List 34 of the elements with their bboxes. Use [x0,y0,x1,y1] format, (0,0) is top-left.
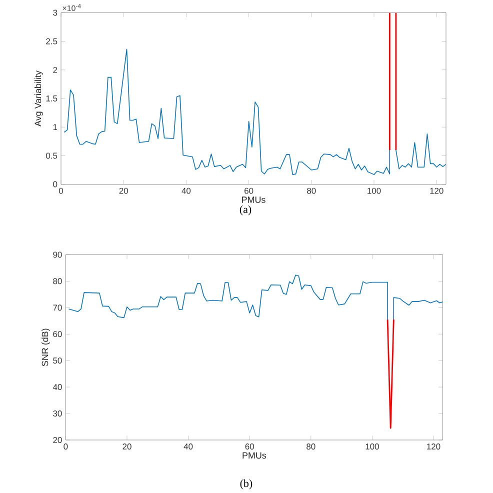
y-tick-label: 1.5 [46,96,58,102]
y-tick-label: 20 [53,437,62,444]
y-tick-label: 40 [52,384,62,390]
x-tick-label: 0 [64,444,68,450]
x-tick-label: 100 [366,444,379,450]
x-axis-title: PMUs [242,452,266,459]
x-tick-label: 120 [427,444,440,450]
y-tick-label: 0 [53,181,58,188]
y-tick-label: 30 [53,410,62,417]
x-tick-label: 60 [245,444,254,450]
x-tick-label: 80 [307,188,316,194]
y-tick-label: 0.5 [46,152,58,159]
y-axis-title: SNR (dB) [42,328,50,366]
x-tick-label: 100 [368,188,381,194]
y-tick-label: 60 [53,331,62,338]
y-tick-label: 50 [53,358,62,364]
y-tick-label: 2 [53,67,58,74]
y-tick-label: 90 [53,252,62,258]
y-tick-label: 70 [53,304,62,311]
y-tick-label: 2.5 [46,38,58,44]
x-tick-label: 40 [182,188,191,194]
y-tick-label: 1 [53,124,58,130]
x-tick-label: 120 [430,188,444,194]
x-tick-label: 20 [119,188,128,194]
x-axis-title: PMUs [242,196,266,204]
x-tick-label: 80 [306,444,316,450]
y-tick-label: 80 [53,278,62,284]
x-tick-label: 40 [184,444,193,450]
text: (b) [240,480,252,490]
x-tick-label: 20 [122,444,132,450]
x-tick-label: 60 [244,188,254,194]
y-axis-title: Avg Variability [34,70,43,127]
text: (a) [240,206,252,216]
y-tick-label: 3 [53,10,58,16]
